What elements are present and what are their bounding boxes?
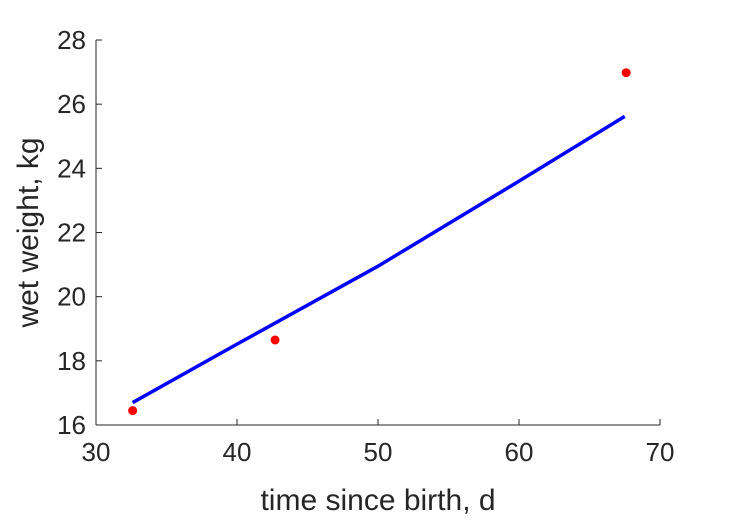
y-tick-label: 20 (57, 282, 86, 312)
fit-line (131, 114, 626, 405)
y-tick-label: 24 (57, 153, 86, 183)
x-tick-label: 30 (82, 437, 111, 467)
data-point (128, 406, 138, 416)
y-tick-label: 22 (57, 218, 86, 248)
y-tick-label: 26 (57, 89, 86, 119)
y-tick-label: 28 (57, 25, 86, 55)
y-ticks: 16 18 20 22 24 26 28 (57, 25, 102, 440)
y-tick-label: 18 (57, 346, 86, 376)
data-point (621, 68, 631, 78)
x-tick-label: 40 (223, 437, 252, 467)
x-axis-label: time since birth, d (260, 484, 495, 517)
x-tick-label: 60 (505, 437, 534, 467)
plot-area (128, 68, 631, 416)
x-tick-label: 50 (364, 437, 393, 467)
y-tick-label: 16 (57, 410, 86, 440)
x-tick-label: 70 (646, 437, 675, 467)
y-axis-label: wet weight, kg (12, 137, 45, 328)
axes (95, 40, 660, 426)
data-point (270, 335, 280, 345)
x-ticks: 30 40 50 60 70 (82, 419, 675, 467)
